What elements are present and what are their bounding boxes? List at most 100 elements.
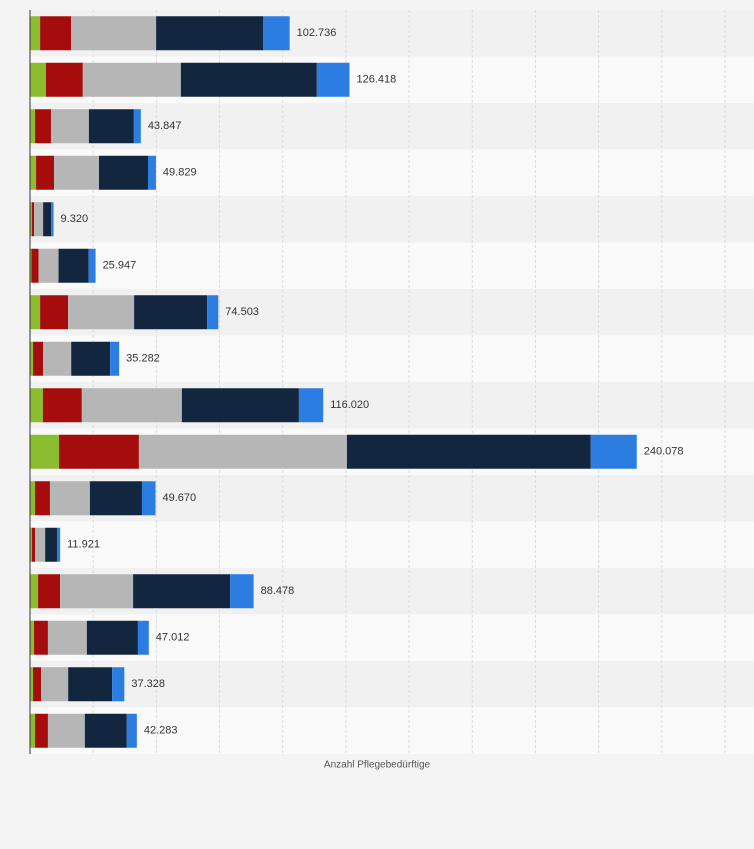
bar-segment xyxy=(84,713,127,748)
bar-segment xyxy=(181,388,299,423)
bar-segment xyxy=(81,388,182,423)
bar-segment xyxy=(30,574,39,609)
bar-segment xyxy=(30,667,34,702)
total-label: 11.921 xyxy=(67,539,100,551)
bar-segment xyxy=(34,620,48,655)
row-band xyxy=(30,661,754,708)
bar-segment xyxy=(110,341,120,376)
bar-segment xyxy=(30,202,33,237)
row-band xyxy=(30,707,754,754)
bar-segment xyxy=(30,62,46,97)
total-label: 37.328 xyxy=(131,678,165,690)
bar-segment xyxy=(98,155,149,190)
bar-segment xyxy=(35,109,51,144)
bar-segment xyxy=(346,434,591,469)
bar-segment xyxy=(32,527,36,562)
row-band xyxy=(30,521,754,568)
bar-segment xyxy=(49,481,90,516)
total-label: 88.478 xyxy=(261,585,295,597)
bar-segment xyxy=(180,62,317,97)
row-band xyxy=(30,196,754,243)
total-label: 25.947 xyxy=(103,260,137,272)
bar-segment xyxy=(30,481,36,516)
bar-segment xyxy=(230,574,254,609)
bar-segment xyxy=(141,481,156,516)
bar-segment xyxy=(148,155,156,190)
total-label: 49.829 xyxy=(163,167,197,179)
bar-segment xyxy=(30,109,36,144)
total-label: 116.020 xyxy=(330,399,369,411)
bar-segment xyxy=(35,527,46,562)
bar-segment xyxy=(30,248,32,283)
total-label: 102.736 xyxy=(297,27,337,39)
bar-segment xyxy=(68,295,135,330)
bar-segment xyxy=(45,527,58,562)
bar-segment xyxy=(82,62,181,97)
bar-segment xyxy=(590,434,637,469)
bar-segment xyxy=(47,713,85,748)
row-band xyxy=(30,103,754,150)
bar-segment xyxy=(86,620,138,655)
bar-segment xyxy=(263,16,290,51)
bar-segment xyxy=(35,713,48,748)
total-label: 49.670 xyxy=(163,492,197,504)
bar-segment xyxy=(42,388,82,423)
row-band xyxy=(30,242,754,289)
row-band xyxy=(30,335,754,382)
bar-segment xyxy=(45,62,83,97)
bar-segment xyxy=(30,527,33,562)
bar-segment xyxy=(40,295,69,330)
bar-segment xyxy=(89,481,142,516)
row-band xyxy=(30,614,754,661)
bar-segment xyxy=(71,341,111,376)
bar-segment xyxy=(36,155,55,190)
total-label: 43.847 xyxy=(148,120,182,132)
bar-segment xyxy=(33,667,42,702)
bar-segment xyxy=(137,620,149,655)
bar-segment xyxy=(88,248,96,283)
total-label: 74.503 xyxy=(225,306,259,318)
bar-segment xyxy=(138,434,347,469)
bar-segment xyxy=(156,16,264,51)
bar-segment xyxy=(57,527,61,562)
bar-segment xyxy=(112,667,125,702)
bar-segment xyxy=(68,667,113,702)
total-label: 42.283 xyxy=(144,725,178,737)
bar-segment xyxy=(126,713,137,748)
bar-segment xyxy=(30,434,60,469)
bar-segment xyxy=(54,155,99,190)
total-label: 9.320 xyxy=(61,213,89,225)
bar-segment xyxy=(43,202,52,237)
bar-segment xyxy=(71,16,157,51)
bar-segment xyxy=(59,434,139,469)
bar-segment xyxy=(58,248,89,283)
total-label: 126.418 xyxy=(356,74,396,86)
bar-segment xyxy=(88,109,134,144)
total-label: 47.012 xyxy=(156,632,190,644)
bar-segment xyxy=(30,155,37,190)
total-label: 35.282 xyxy=(126,353,160,365)
bar-segment xyxy=(298,388,324,423)
bar-segment xyxy=(38,574,61,609)
bar-segment xyxy=(30,16,41,51)
bar-segment xyxy=(207,295,219,330)
bar-segment xyxy=(40,16,72,51)
bar-segment xyxy=(33,341,44,376)
bar-segment xyxy=(134,295,208,330)
bar-segment xyxy=(35,481,50,516)
bar-segment xyxy=(31,248,39,283)
bar-segment xyxy=(30,388,43,423)
bar-segment xyxy=(30,341,34,376)
bar-segment xyxy=(60,574,134,609)
bar-segment xyxy=(47,620,87,655)
x-axis-label: Anzahl Pflegebedürftige xyxy=(324,760,431,771)
bar-segment xyxy=(41,667,69,702)
bar-segment xyxy=(133,109,141,144)
bar-segment xyxy=(32,202,35,237)
bar-segment xyxy=(133,574,231,609)
bar-segment xyxy=(50,109,89,144)
bar-segment xyxy=(316,62,350,97)
total-label: 240.078 xyxy=(644,446,684,458)
bar-segment xyxy=(43,341,72,376)
